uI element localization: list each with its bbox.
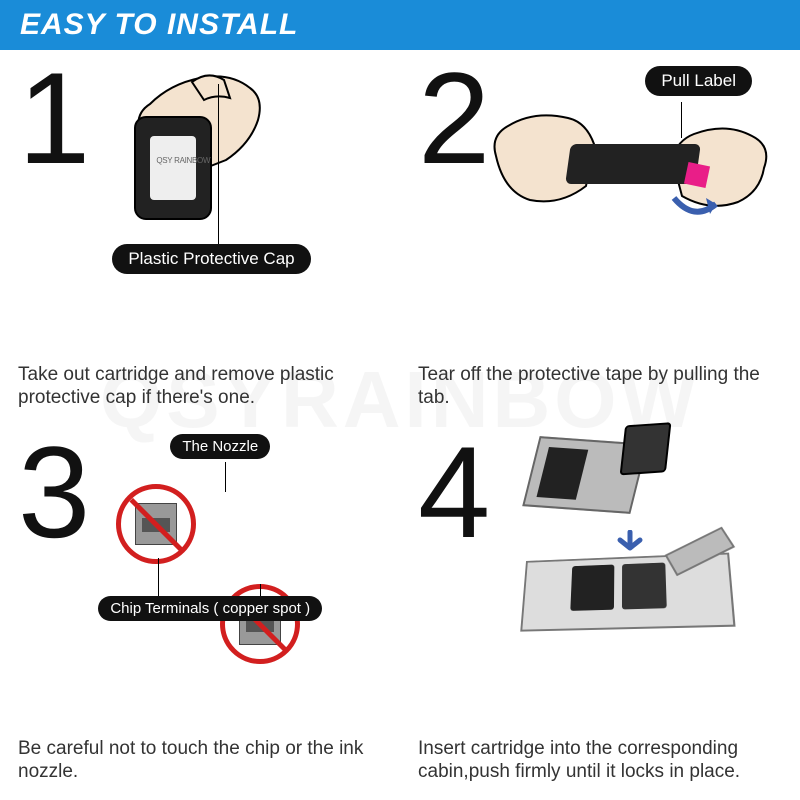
- header: EASY TO INSTALL: [0, 0, 800, 50]
- cartridge-nozzle-icon: [135, 503, 177, 545]
- callout-line: [225, 462, 226, 492]
- step-2-caption: Tear off the protective tape by pulling …: [418, 363, 782, 411]
- cartridge-brand-label: QSY RAINBOW: [156, 156, 210, 165]
- step-3: 3 The Nozzle Chip Terminals ( copper spo…: [0, 424, 400, 798]
- cartridge-icon: QSY RAINBOW: [134, 116, 212, 220]
- curved-arrow-icon: [670, 194, 720, 224]
- nozzle-label: The Nozzle: [170, 434, 270, 459]
- callout-line: [158, 558, 159, 598]
- printer-insert-icon: [530, 440, 730, 540]
- plastic-cap-label: Plastic Protective Cap: [112, 244, 310, 274]
- step-4-caption: Insert cartridge into the corresponding …: [418, 737, 782, 785]
- step-3-illustration: The Nozzle Chip Terminals ( copper spot …: [90, 434, 382, 731]
- step-4-number: 4: [418, 434, 484, 551]
- callout-line: [218, 84, 219, 248]
- step-1-number: 1: [18, 60, 84, 177]
- pull-label: Pull Label: [645, 66, 752, 96]
- chip-terminals-label: Chip Terminals ( copper spot ): [98, 596, 322, 621]
- step-1: 1 QSY RAINBOW Plastic Protective Cap Tak…: [0, 50, 400, 424]
- step-2: 2 Pull Label Tear off the protective tap…: [400, 50, 800, 424]
- prohibit-nozzle-icon: [116, 484, 196, 564]
- step-4: 4 I: [400, 424, 800, 798]
- step-1-caption: Take out cartridge and remove plastic pr…: [18, 363, 382, 411]
- step-4-illustration: [490, 434, 782, 731]
- step-3-number: 3: [18, 434, 84, 551]
- printer-loaded-icon: [520, 554, 750, 664]
- step-2-number: 2: [418, 60, 484, 177]
- steps-grid: 1 QSY RAINBOW Plastic Protective Cap Tak…: [0, 50, 800, 798]
- step-1-illustration: QSY RAINBOW Plastic Protective Cap: [90, 60, 382, 357]
- step-3-caption: Be careful not to touch the chip or the …: [18, 737, 382, 785]
- step-2-illustration: Pull Label: [490, 60, 782, 357]
- cartridge-icon: [566, 144, 702, 184]
- header-title: EASY TO INSTALL: [20, 8, 298, 41]
